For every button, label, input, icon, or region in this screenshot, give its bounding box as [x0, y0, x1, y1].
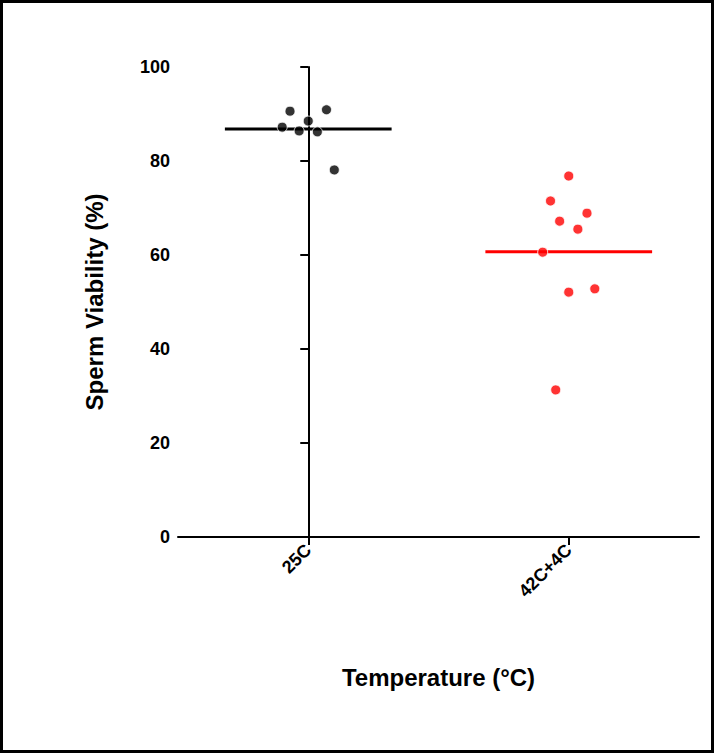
svg-text:100: 100 — [140, 57, 170, 77]
svg-text:80: 80 — [150, 151, 170, 171]
svg-text:40: 40 — [150, 339, 170, 359]
svg-text:42C+4C: 42C+4C — [515, 540, 576, 601]
svg-text:0: 0 — [160, 527, 170, 547]
svg-text:25C: 25C — [278, 540, 315, 577]
svg-text:60: 60 — [150, 245, 170, 265]
svg-text:20: 20 — [150, 433, 170, 453]
svg-text:Sperm Viability (%): Sperm Viability (%) — [81, 194, 108, 411]
svg-text:Temperature (°C): Temperature (°C) — [342, 664, 535, 691]
